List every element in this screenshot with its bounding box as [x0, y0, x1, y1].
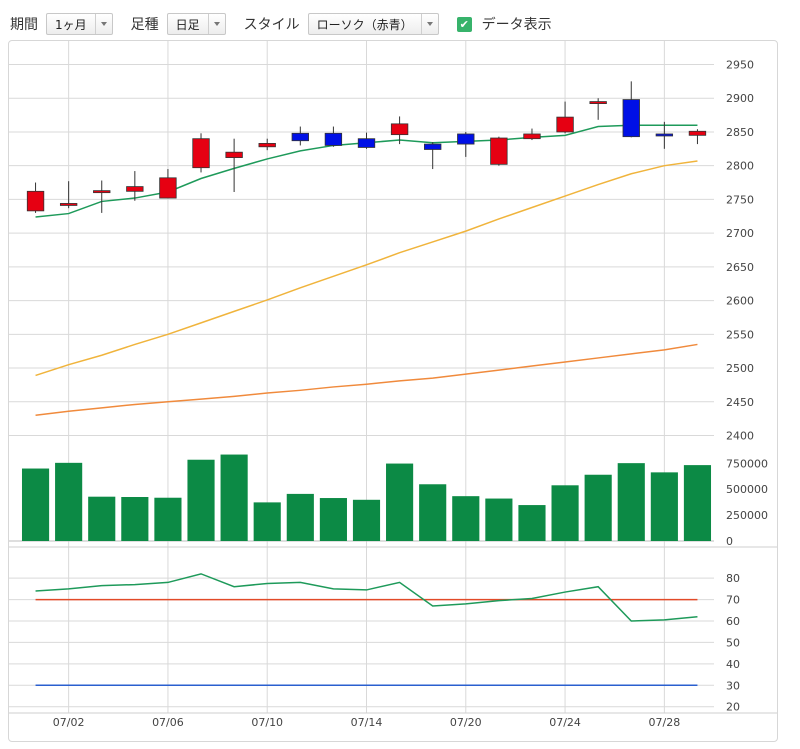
x-tick-label: 07/02 — [53, 716, 85, 729]
x-tick-label: 07/24 — [549, 716, 581, 729]
x-tick-label: 07/14 — [351, 716, 383, 729]
rsi-tick-label: 30 — [726, 679, 740, 692]
candle-body — [291, 132, 309, 142]
ma-mid-line — [35, 160, 698, 377]
candle-body — [424, 143, 442, 150]
volume-bar — [319, 498, 347, 541]
candle-body — [523, 133, 541, 140]
candle-body — [589, 101, 607, 104]
rsi-tick-label: 80 — [726, 572, 740, 585]
price-tick-label: 2800 — [726, 160, 754, 173]
rsi-tick-label: 70 — [726, 594, 740, 607]
price-tick-label: 2450 — [726, 396, 754, 409]
candle-body — [159, 177, 177, 199]
x-tick-label: 07/06 — [152, 716, 184, 729]
volume-bar — [121, 497, 149, 541]
rsi-tick-label: 50 — [726, 636, 740, 649]
volume-bar — [518, 505, 546, 541]
volume-bar — [683, 465, 712, 541]
style-label: スタイル — [243, 17, 300, 33]
volume-bar — [253, 502, 281, 541]
candle-body — [622, 99, 640, 138]
candle-body — [324, 132, 343, 146]
rsi-tick-label: 20 — [726, 701, 740, 714]
period-label: 期間 — [10, 17, 38, 33]
price-tick-label: 2650 — [726, 261, 754, 274]
x-tick-label: 07/10 — [251, 716, 283, 729]
candle-type-select[interactable]: 日足 — [166, 13, 226, 35]
volume-bar — [187, 459, 215, 541]
candle-body — [357, 138, 376, 148]
chevron-down-icon — [94, 14, 112, 34]
candle-body — [26, 190, 45, 212]
volume-tick-label: 750000 — [726, 457, 768, 470]
show-data-label[interactable]: データ表示 — [481, 17, 552, 33]
chevron-down-icon — [207, 14, 225, 34]
chevron-down-icon — [420, 14, 438, 34]
volume-bar — [352, 499, 381, 541]
price-tick-label: 2900 — [726, 92, 754, 105]
candle-body — [390, 123, 409, 136]
candle-body — [688, 130, 707, 136]
volume-bar — [419, 484, 447, 541]
volume-bar — [584, 474, 612, 541]
candle-body — [126, 186, 144, 192]
check-icon: ✔ — [459, 17, 469, 31]
volume-tick-label: 500000 — [726, 483, 768, 496]
volume-bar — [617, 463, 645, 541]
volume-bar — [452, 496, 480, 541]
volume-bar — [154, 497, 182, 541]
period-select-value: 1ヶ月 — [55, 17, 87, 32]
price-tick-label: 2850 — [726, 126, 754, 139]
period-select[interactable]: 1ヶ月 — [46, 13, 113, 35]
price-tick-label: 2550 — [726, 328, 754, 341]
volume-tick-label: 0 — [726, 535, 733, 548]
rsi-tick-label: 60 — [726, 615, 740, 628]
price-tick-label: 2750 — [726, 193, 754, 206]
candle-body — [93, 190, 111, 194]
price-tick-label: 2600 — [726, 295, 754, 308]
candle-body — [457, 133, 475, 145]
rsi-line — [35, 573, 698, 622]
style-select-value: ローソク（赤青） — [316, 17, 413, 32]
volume-bar — [650, 472, 678, 541]
candle-body — [225, 151, 243, 158]
volume-bar — [386, 463, 414, 541]
price-tick-label: 2500 — [726, 362, 754, 375]
volume-bar — [55, 462, 83, 541]
volume-bar — [220, 454, 248, 541]
price-tick-label: 2400 — [726, 430, 754, 443]
rsi-tick-label: 40 — [726, 658, 740, 671]
x-tick-label: 07/28 — [649, 716, 681, 729]
candle-body — [556, 116, 574, 133]
candle-type-select-value: 日足 — [175, 17, 200, 32]
show-data-checkbox[interactable]: ✔ — [456, 16, 472, 32]
volume-bar — [286, 493, 314, 541]
volume-bar — [551, 485, 579, 541]
chart-frame: 2400 2450 2500 2550 2600 2650 2700 2750 2800 2850… — [8, 40, 778, 742]
candle-type-label: 足種 — [130, 17, 159, 33]
stock-chart: 2400 2450 2500 2550 2600 2650 2700 2750 2800 2850… — [9, 41, 777, 729]
price-tick-label: 2950 — [726, 58, 754, 71]
volume-tick-label: 250000 — [726, 509, 768, 522]
candle-body — [490, 137, 508, 165]
ma-long-line — [35, 343, 698, 417]
volume-bar — [485, 498, 513, 541]
style-select[interactable]: ローソク（赤青） — [307, 13, 439, 35]
candle-body — [655, 133, 674, 137]
candle-body — [258, 143, 276, 148]
volume-bar — [88, 496, 116, 541]
volume-bar — [21, 468, 50, 541]
candle-body — [59, 203, 78, 206]
chart-toolbar: 期間 1ヶ月 足種 日足 スタイル ローソク（赤青） ✔ データ表示 — [10, 8, 552, 40]
price-tick-label: 2700 — [726, 227, 754, 240]
candle-body — [192, 138, 210, 169]
x-tick-label: 07/20 — [450, 716, 482, 729]
